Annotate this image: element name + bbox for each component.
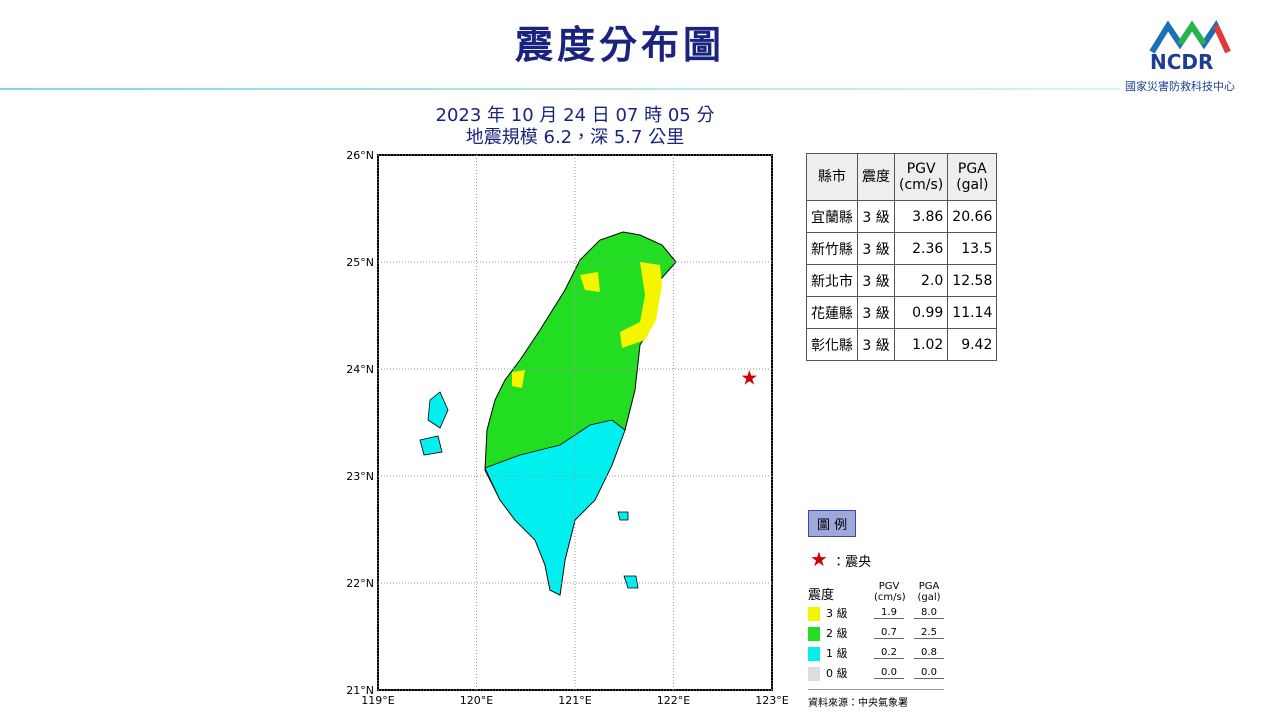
table-cell: 12.58: [947, 264, 998, 297]
table-cell: 3 級: [857, 296, 895, 329]
legend-swatch-label: 3 級: [808, 605, 864, 621]
table-cell: 花蓮縣: [806, 296, 858, 329]
legend: 圖 例 ★ ：震央 震度 PGV (cm/s) PGA (gal) 3 級 1.9…: [808, 510, 944, 709]
x-tick-label: 119°E: [361, 694, 394, 707]
x-tick-label: 123°E: [755, 694, 788, 707]
map-title: 2023 年 10 月 24 日 07 時 05 分 地震規模 6.2，深 5.…: [378, 105, 772, 149]
legend-pgv: PGV (cm/s): [874, 581, 906, 603]
map: 119°E 120°E 121°E 122°E 123°E 21°N 22°N 23°N 24°…: [346, 149, 789, 707]
logo-icon: [1149, 20, 1231, 54]
x-tick-label: 121°E: [558, 694, 591, 707]
table-cell: 13.5: [947, 232, 998, 265]
x-tick-label: 122°E: [657, 694, 690, 707]
map-title-line: 2023 年 10 月 24 日 07 時 05 分: [435, 105, 715, 126]
col-header: PGV (cm/s): [893, 153, 949, 201]
title: 震度分布圖: [514, 23, 725, 67]
legend-pgv: 0.2: [874, 647, 904, 659]
table-cell: 3 級: [857, 328, 895, 361]
legend-epicenter: ★ ：震央: [810, 547, 872, 571]
legend-swatch: [808, 647, 820, 661]
table-row: 花蓮縣 3 級 0.99 11.14: [806, 296, 998, 329]
table-cell: 3 級: [857, 232, 895, 265]
legend-swatch: [808, 607, 820, 621]
legend-pga: PGA (gal): [917, 581, 941, 603]
y-tick-label: 23°N: [346, 470, 374, 483]
table-cell: 0.99: [893, 296, 949, 329]
table-cell: 1.02: [893, 328, 949, 361]
table-row: 新北市 3 級 2.0 12.58: [806, 264, 998, 297]
org-name: 國家災害防救科技中心: [1125, 80, 1235, 93]
legend-swatch: [808, 667, 820, 681]
legend-header: 震度 PGV (cm/s) PGA (gal): [808, 581, 944, 603]
legend-label: 3 級: [826, 607, 848, 620]
divider: [0, 88, 1120, 90]
col-header: 震度: [857, 153, 895, 201]
table-cell: 2.36: [893, 232, 949, 265]
legend-row: 1 級 0.2 0.8: [808, 643, 944, 663]
zone-3: [512, 272, 600, 388]
table-row: 宜蘭縣 3 級 3.86 20.66: [806, 200, 998, 233]
table-cell: 3 級: [857, 200, 895, 233]
y-tick-label: 21°N: [346, 684, 374, 697]
zone-1: [484, 419, 626, 596]
legend-source: 資料來源：中央氣象署: [808, 689, 944, 709]
col-header: 縣市: [806, 153, 858, 201]
penghu: [419, 391, 449, 456]
legend-label: 0 級: [826, 667, 848, 680]
legend-label: 1 級: [826, 647, 848, 660]
epicenter: ★: [740, 366, 758, 390]
col-header: PGA (gal): [947, 153, 998, 201]
legend-epicenter-text: ：震央: [832, 555, 872, 570]
legend-intensity: 震度: [808, 588, 835, 603]
legend-pgv: 0.7: [874, 627, 904, 639]
legend-pgv: 1.9: [874, 607, 904, 619]
legend-row: 3 級 1.9 8.0: [808, 603, 944, 623]
legend-pgv: 0.0: [874, 667, 904, 679]
table-cell: 2.0: [893, 264, 949, 297]
intensity-table: 縣市 震度 PGV (cm/s) PGA (gal) 宜蘭縣 3 級 3.86 20.66 新…: [806, 153, 998, 361]
legend-pga: 0.8: [914, 647, 944, 659]
zone-3: [620, 262, 662, 348]
y-tick-label: 26°N: [346, 149, 374, 162]
legend-swatch-label: 1 級: [808, 645, 864, 661]
table-cell: 11.14: [947, 296, 998, 329]
map-title-line: 地震規模 6.2，深 5.7 公里: [465, 127, 685, 148]
legend-swatch-label: 2 級: [808, 625, 864, 641]
table-cell: 20.66: [947, 200, 998, 233]
legend-pga: 8.0: [914, 607, 944, 619]
table-cell: 3 級: [857, 264, 895, 297]
x-tick-label: 120°E: [460, 694, 493, 707]
legend-row: 0 級 0.0 0.0: [808, 663, 944, 683]
table-cell: 彰化縣: [806, 328, 858, 361]
legend-swatch: [808, 627, 820, 641]
legend-pga: 0.0: [914, 667, 944, 679]
island: [617, 511, 639, 589]
legend-title: 圖 例: [808, 510, 857, 537]
table-cell: 新竹縣: [806, 232, 858, 265]
table-cell: 3.86: [893, 200, 949, 233]
y-tick-label: 24°N: [346, 363, 374, 376]
table-cell: 宜蘭縣: [806, 200, 858, 233]
legend-pga: 2.5: [914, 627, 944, 639]
legend-label: 2 級: [826, 627, 848, 640]
table-cell: 9.42: [947, 328, 998, 361]
table-cell: 新北市: [806, 264, 858, 297]
table-row: 新竹縣 3 級 2.36 13.5: [806, 232, 998, 265]
legend-swatch-label: 0 級: [808, 665, 864, 681]
legend-row: 2 級 0.7 2.5: [808, 623, 944, 643]
logo-text: NCDR: [1150, 50, 1214, 74]
table-row: 彰化縣 3 級 1.02 9.42: [806, 328, 998, 361]
y-tick-label: 25°N: [346, 256, 374, 269]
y-tick-label: 22°N: [346, 577, 374, 590]
